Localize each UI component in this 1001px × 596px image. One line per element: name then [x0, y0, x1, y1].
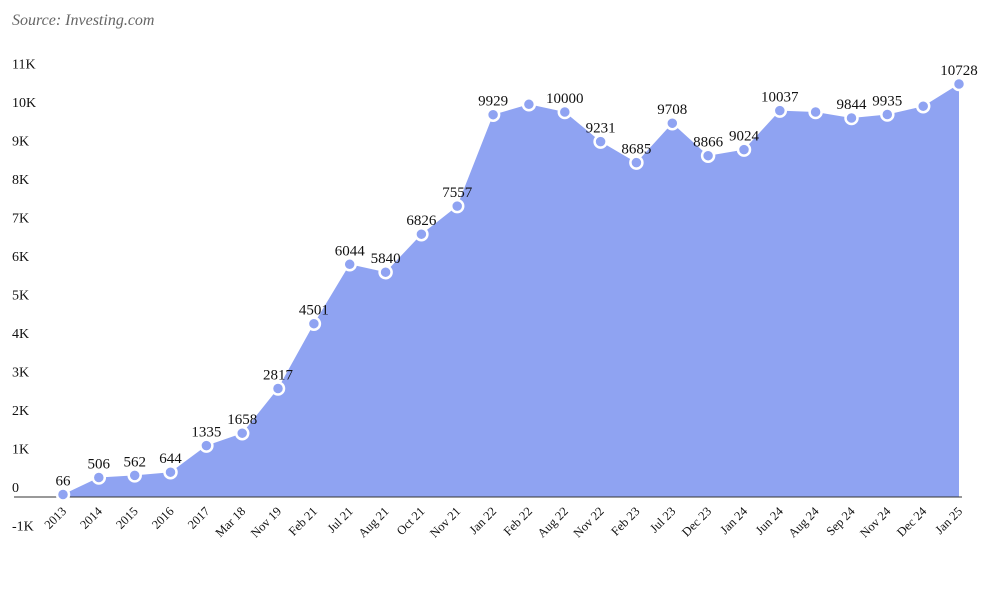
data-label: 9844 — [837, 97, 868, 113]
data-point — [199, 438, 214, 453]
data-label: 10728 — [940, 63, 978, 79]
data-point — [593, 134, 608, 149]
x-tick-label: Jan 25 — [932, 504, 965, 537]
x-tick-label: 2015 — [113, 504, 141, 532]
x-tick-label: Jan 22 — [466, 504, 499, 537]
x-tick-label: 2017 — [185, 504, 213, 532]
data-label: 9231 — [586, 121, 616, 137]
data-point — [449, 198, 465, 214]
data-label: 1658 — [227, 412, 257, 428]
source-note: Source: Investing.com — [12, 12, 155, 29]
data-label: 1335 — [191, 425, 221, 441]
x-tick-label: 2013 — [42, 504, 70, 532]
y-tick-label: 1K — [12, 443, 29, 458]
data-label: 9708 — [657, 102, 687, 118]
data-point — [629, 155, 644, 170]
x-tick-label: Dec 24 — [894, 504, 930, 540]
data-point — [342, 257, 357, 272]
data-label: 66 — [56, 474, 72, 490]
x-tick-label: 2016 — [149, 504, 177, 532]
data-point — [557, 104, 573, 120]
y-tick-label: 0 — [12, 481, 19, 496]
y-tick-label: 7K — [12, 212, 29, 227]
data-point — [55, 487, 71, 502]
y-tick-label: 10K — [12, 96, 36, 111]
data-label: 10000 — [546, 91, 584, 107]
x-tick-label: Jul 23 — [647, 504, 678, 535]
y-tick-label: 8K — [12, 173, 29, 188]
data-point — [127, 468, 142, 483]
data-point — [951, 76, 967, 92]
data-point — [808, 104, 823, 120]
x-tick-label: Jul 21 — [325, 504, 356, 535]
data-label: 8685 — [621, 142, 651, 158]
x-tick-label: Feb 23 — [608, 504, 642, 538]
data-label: 644 — [159, 451, 182, 467]
x-tick-label: Mar 18 — [213, 504, 249, 540]
x-tick-label: Dec 23 — [679, 504, 714, 539]
x-tick-label: Nov 19 — [248, 504, 284, 540]
data-label: 2817 — [263, 368, 294, 384]
data-label: 10037 — [761, 90, 799, 106]
x-tick-label: Aug 21 — [356, 504, 392, 540]
data-label: 5840 — [371, 251, 401, 267]
data-point — [378, 264, 393, 280]
data-label: 6044 — [335, 243, 366, 259]
data-point — [736, 142, 752, 157]
y-tick-label: 6K — [12, 250, 29, 265]
y-tick-label: 3K — [12, 366, 29, 381]
y-tick-label: 2K — [12, 404, 29, 419]
data-point — [270, 381, 286, 396]
x-tick-label: Sep 24 — [823, 504, 858, 539]
area-fill — [63, 84, 959, 497]
data-point — [91, 470, 107, 485]
y-tick-label: 4K — [12, 327, 29, 342]
data-point — [306, 316, 322, 331]
data-point — [521, 97, 537, 112]
data-point — [915, 98, 931, 114]
data-label: 9024 — [729, 129, 760, 145]
x-tick-label: Feb 22 — [501, 504, 535, 538]
x-tick-label: Feb 21 — [286, 504, 320, 538]
x-tick-label: Nov 22 — [571, 504, 607, 540]
data-point — [772, 103, 788, 118]
data-point — [880, 107, 895, 122]
data-label: 9929 — [478, 94, 508, 110]
data-point — [485, 107, 501, 122]
y-tick-label: 9K — [12, 135, 29, 150]
x-tick-label: Aug 24 — [786, 504, 823, 541]
data-point — [700, 148, 716, 163]
data-label: 506 — [88, 457, 111, 473]
data-label: 9935 — [872, 94, 902, 110]
data-label: 7557 — [442, 185, 473, 201]
data-point — [163, 464, 178, 480]
x-tick-label: Oct 21 — [394, 504, 428, 538]
data-point — [665, 115, 680, 131]
x-tick-label: Nov 21 — [427, 504, 463, 540]
x-tick-label: 2014 — [77, 504, 105, 532]
y-tick-label: 11K — [12, 58, 36, 73]
x-tick-label: Jan 24 — [717, 504, 750, 537]
data-point — [234, 425, 250, 441]
data-label: 6826 — [406, 213, 437, 229]
data-label: 562 — [123, 454, 146, 470]
x-tick-label: Jun 24 — [753, 504, 787, 538]
x-tick-label: Aug 22 — [535, 504, 571, 540]
data-point — [844, 110, 859, 126]
x-tick-label: Nov 24 — [857, 504, 894, 541]
data-label: 4501 — [299, 303, 329, 319]
y-tick-label: -1K — [12, 520, 34, 535]
data-label: 8866 — [693, 135, 724, 151]
data-point — [414, 226, 429, 242]
y-tick-label: 5K — [12, 289, 29, 304]
